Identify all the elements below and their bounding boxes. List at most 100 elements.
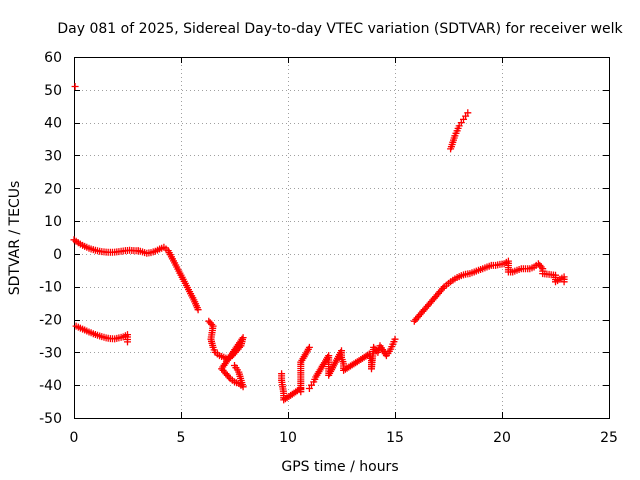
data-point-fill [172,261,180,269]
data-point-fill [74,323,82,331]
data-point-fill [455,273,463,281]
data-point-fill [209,341,217,349]
data-point-fill [390,338,398,346]
y-tick-label: -40 [39,378,62,394]
data-point-fill [460,271,467,279]
data-point-fill [124,336,131,343]
data-point-fill [193,304,201,312]
series-track-recovery [410,257,568,325]
data-point-fill [437,286,445,294]
data-point-fill [176,269,184,277]
data-point-fill [100,333,108,341]
data-points [70,83,568,404]
data-point-fill [464,270,472,278]
series-track-mid-morning [134,243,202,314]
data-point-fill [416,311,424,319]
x-tick-label: 5 [177,430,186,446]
data-point-fill [338,351,345,359]
data-point-fill [185,286,192,294]
y-tick-label: -10 [39,280,62,296]
data-point-fill [339,358,347,366]
data-point-fill [388,343,396,351]
series-track-descent [205,317,247,391]
data-point-fill [72,237,80,245]
data-point-fill [477,266,485,273]
data-point-fill [225,373,233,381]
data-point-fill [149,248,157,256]
data-point-fill [472,267,480,275]
y-tick-label: 0 [53,247,62,263]
data-point-fill [511,267,519,275]
data-point-fill [145,249,153,257]
data-point-fill [304,345,312,353]
x-tick-label: 10 [279,430,297,446]
data-point-fill [515,266,523,273]
data-point-fill [213,350,221,358]
data-point-fill [537,263,545,271]
data-point-fill [536,261,544,269]
y-tick-label: 50 [44,83,62,99]
data-point-fill [524,265,532,273]
data-point [464,109,472,117]
x-tick-label: 15 [386,430,404,446]
data-point-fill [507,268,515,276]
data-point-fill [311,375,319,383]
data-point-fill [167,253,175,261]
data-point-fill [385,347,393,355]
data-point-fill [485,262,493,270]
data-point-fill [89,246,97,254]
series-isolated-point [71,83,79,90]
x-axis-label: GPS time / hours [281,459,398,475]
data-point-fill [154,246,161,254]
data-point-fill [498,260,506,268]
data-point-fill [232,364,240,372]
data-point-fill [113,334,121,342]
data-point-fill [85,244,93,252]
data-point-fill [560,275,568,283]
data-point-fill [76,240,84,248]
data-point-fill [450,134,458,142]
y-tick-label: 30 [44,148,62,164]
series-track-upper-early [70,236,142,256]
series-track-lower-early [72,322,131,346]
data-point-fill [136,247,144,255]
axis-tick-labels: 0 5 10 15 20 25 -50 -40 -30 -20 -10 0 10 20 30 40 50 60 [39,50,618,446]
y-tick-label: 60 [44,50,62,66]
y-tick-label: 10 [44,214,62,230]
data-point-fill [481,264,489,272]
x-tick-label: 25 [600,430,618,446]
series-track-minimum [278,335,399,404]
chart-title: Day 081 of 2025, Sidereal Day-to-day VTE… [57,21,623,37]
data-point-fill [297,360,305,368]
data-point-fill [79,325,87,333]
y-tick-label: -20 [39,313,62,329]
data-point [71,83,79,90]
data-point-fill [452,129,460,137]
data-point-fill [208,321,216,328]
data-point-fill [454,124,462,132]
data-point-fill [81,242,89,250]
y-axis-label: SDTVAR / TECUs [7,181,23,296]
grid-lines [74,57,609,418]
data-point-fill [451,275,459,283]
x-tick-label: 20 [493,430,511,446]
data-point-fill [218,353,226,360]
y-tick-label: 40 [44,116,62,132]
data-point-fill [439,284,447,292]
data-point-fill [83,327,91,335]
data-point-fill [94,247,101,255]
data-point-fill [96,332,104,340]
data-point-fill [117,333,125,341]
y-tick-label: -50 [39,411,62,427]
data-point-fill [228,376,236,384]
data-point-fill [87,329,95,337]
data-point-fill [528,264,536,272]
data-point-fill [162,245,170,253]
series-track-high-outlier [447,109,472,153]
data-point-fill [278,381,286,389]
data-point-fill [420,306,428,314]
data-point-fill [180,277,188,285]
data-point-fill [412,316,420,323]
